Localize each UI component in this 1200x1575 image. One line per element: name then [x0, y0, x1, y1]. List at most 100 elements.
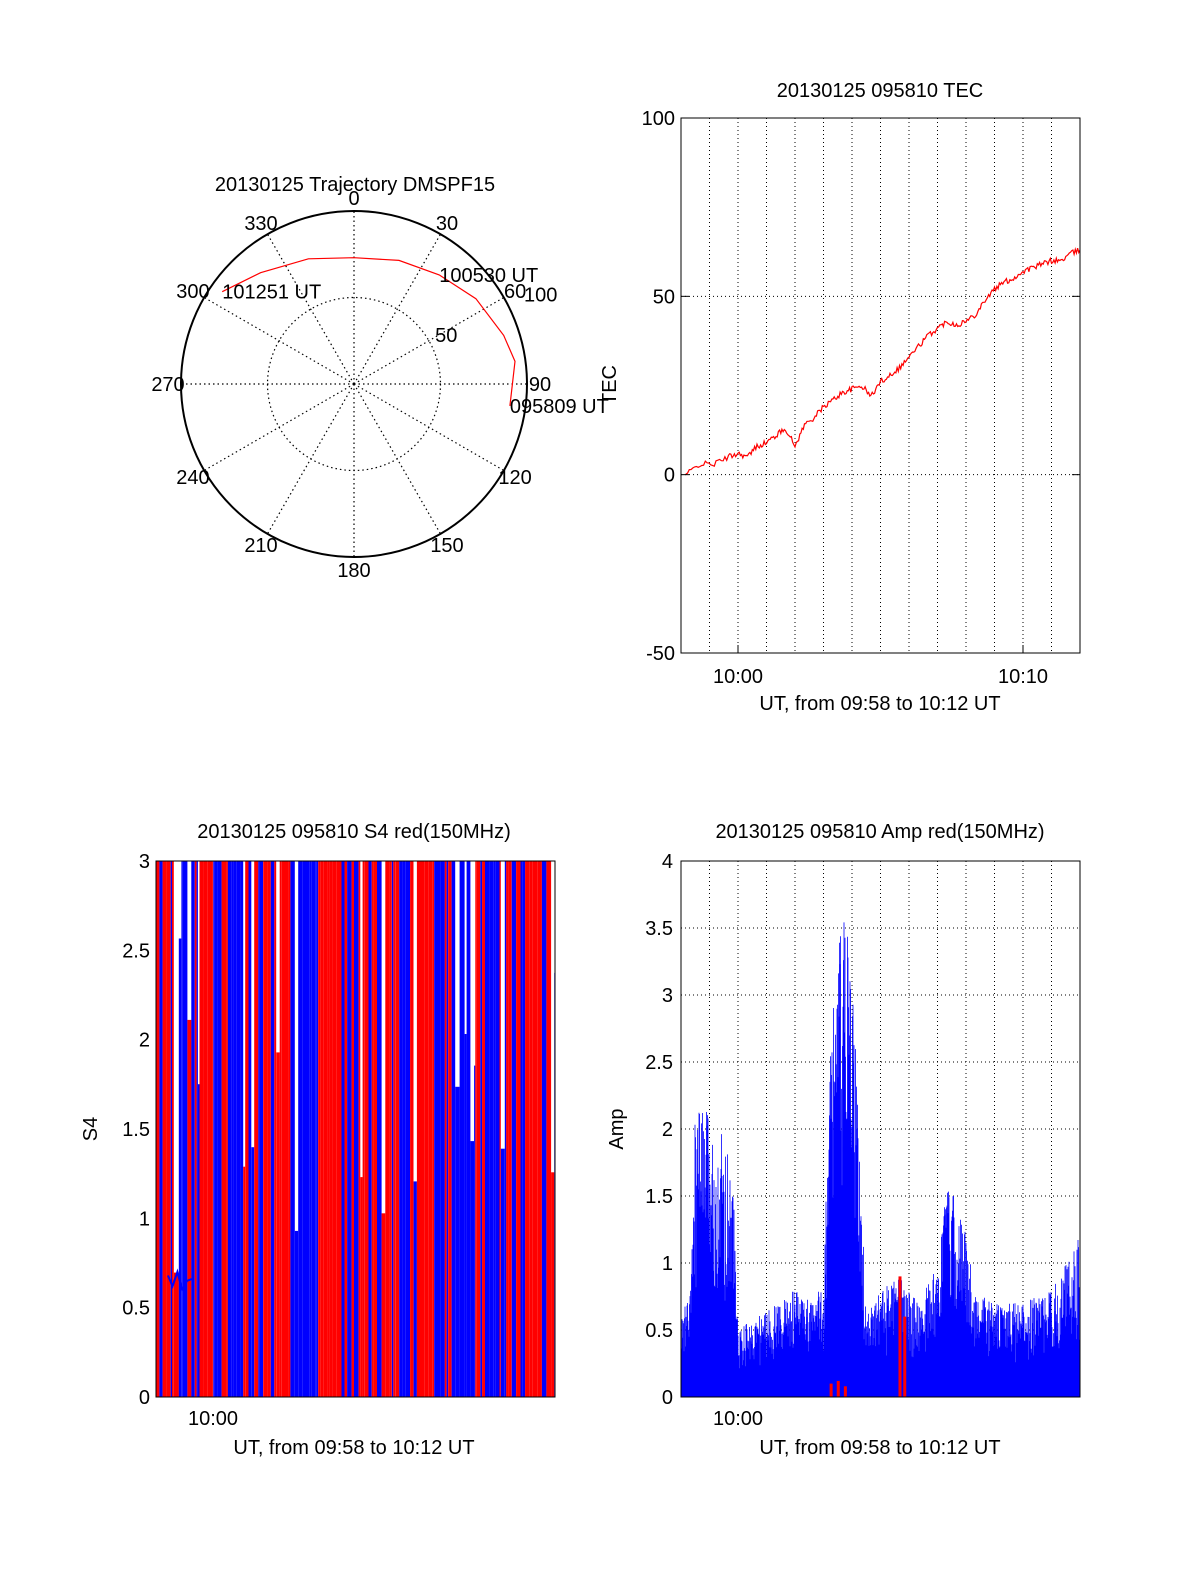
s4-ytick-label: 3 — [139, 851, 150, 873]
trajectory-radial-labels: 50 100 — [435, 284, 557, 347]
s4-bar-red — [424, 861, 429, 1397]
s4-bar-blue — [434, 861, 436, 1397]
s4-bar-red — [207, 861, 213, 1397]
s4-ytick-label: 0 — [139, 1387, 150, 1409]
s4-bar-red — [285, 861, 289, 1397]
s4-bar-red — [332, 861, 337, 1397]
s4-low-trace — [166, 1268, 192, 1293]
s4-bar-red — [351, 861, 354, 1397]
s4-xtick-label: 10:00 — [188, 1408, 238, 1430]
s4-bar-blue — [251, 1147, 255, 1397]
s4-bar-red — [475, 861, 477, 1397]
s4-bar-blue — [500, 1148, 505, 1397]
s4-bar-blue — [309, 861, 312, 1397]
amp-ytick-label: 1 — [662, 1253, 673, 1275]
s4-bar-blue — [214, 861, 218, 1397]
s4-bar-red — [448, 861, 452, 1397]
tec-ytick-label: 100 — [642, 108, 675, 130]
s4-bar-blue — [248, 861, 252, 1397]
s4-bar-red — [279, 861, 282, 1397]
s4-bar-blue — [181, 861, 183, 1397]
s4-bar-red — [476, 861, 478, 1397]
s4-bar-blue — [270, 861, 275, 1397]
s4-bar-red — [532, 861, 538, 1397]
tec-ticks: -50 0 50 100 10:00 10:10 — [642, 108, 1080, 688]
amp-series — [681, 922, 1080, 1397]
s4-bar-blue — [435, 861, 440, 1397]
s4-bar-blue — [233, 861, 237, 1397]
s4-bar-blue — [470, 1141, 475, 1397]
polar-angle-label: 180 — [337, 560, 370, 582]
s4-bar-blue — [197, 1084, 200, 1397]
s4-bar-red — [416, 861, 422, 1397]
polar-outer-circle — [180, 210, 528, 558]
s4-bar-red — [508, 861, 512, 1397]
amp-blue-bars — [681, 922, 1080, 1397]
s4-bar-red — [344, 861, 348, 1397]
s4-bar-blue — [391, 861, 394, 1397]
s4-bar-blue — [182, 861, 188, 1397]
s4-bar-blue — [480, 861, 483, 1397]
amp-ytick-label: 3 — [662, 985, 673, 1007]
s4-bar-blue — [459, 861, 465, 1397]
s4-bar-red — [221, 861, 227, 1397]
s4-bar-red — [199, 861, 204, 1397]
s4-bar-red — [428, 861, 433, 1397]
amp-red-bar — [843, 1386, 847, 1397]
amp-ytick-label: 2.5 — [645, 1052, 673, 1074]
s4-bar-blue — [294, 1230, 299, 1397]
s4-bar-blue — [259, 861, 264, 1397]
s4-panel: 20130125 095810 S4 red(150MHz) 0 0.5 1 1.5 2… — [80, 821, 556, 1459]
tec-xtick-label: 10:00 — [713, 666, 763, 688]
s4-bar-red — [478, 861, 481, 1397]
s4-bar-red — [263, 861, 268, 1397]
trajectory-time-label: 095809 UT — [510, 396, 609, 418]
polar-spoke — [266, 383, 355, 535]
s4-bar-blue — [451, 861, 456, 1397]
s4-bar-red — [327, 861, 330, 1397]
s4-bar-red — [395, 861, 400, 1397]
s4-bar-red — [267, 861, 271, 1397]
s4-bar-red — [506, 861, 509, 1397]
tec-axes-box — [680, 117, 1081, 654]
s4-bar-blue — [236, 861, 241, 1397]
s4-bar-red — [362, 861, 365, 1397]
tec-ytick-label: 50 — [653, 286, 675, 308]
s4-title: 20130125 095810 S4 red(150MHz) — [197, 821, 511, 843]
amp-ylabel: Amp — [606, 1108, 628, 1149]
amp-ticks: 0 0.5 1 1.5 2 2.5 3 3.5 4 10:00 — [645, 851, 763, 1430]
s4-bar-blue — [522, 861, 526, 1397]
tec-series — [685, 246, 1081, 475]
s4-bar-blue — [406, 861, 411, 1397]
s4-bar-blue — [511, 861, 517, 1397]
s4-bar-red — [226, 861, 228, 1397]
trajectory-panel: 20130125 Trajectory DMSPF15 0 30 60 90 120 15… — [151, 174, 609, 582]
s4-bar-red — [389, 861, 392, 1397]
amp-ytick-label: 4 — [662, 851, 673, 873]
polar-angle-label: 150 — [430, 535, 463, 557]
s4-bar-red — [162, 861, 167, 1397]
polar-spoke — [203, 383, 355, 472]
s4-bar-red — [360, 1177, 363, 1397]
s4-bar-blue — [191, 861, 195, 1397]
s4-bar-red — [173, 1272, 179, 1397]
s4-bar-blue — [227, 861, 232, 1397]
s4-ytick-label: 1.5 — [122, 1119, 150, 1141]
s4-bar-blue — [341, 861, 345, 1397]
s4-ytick-label: 2.5 — [122, 940, 150, 962]
amp-ytick-label: 2 — [662, 1119, 673, 1141]
s4-bar-blue — [298, 861, 303, 1397]
trajectory-line — [221, 257, 516, 406]
polar-spoke — [353, 383, 442, 535]
amp-axes-box — [680, 860, 1081, 1398]
amp-title: 20130125 095810 Amp red(150MHz) — [715, 821, 1044, 843]
trajectory-track — [221, 257, 516, 406]
amp-red-bar — [829, 1383, 833, 1397]
s4-axes-box — [155, 860, 556, 1398]
s4-bar-blue — [485, 861, 490, 1397]
polar-angle-label: 240 — [176, 467, 209, 489]
s4-bar-blue — [258, 861, 260, 1397]
s4-bar-red — [323, 861, 328, 1397]
polar-spoke — [203, 296, 355, 385]
